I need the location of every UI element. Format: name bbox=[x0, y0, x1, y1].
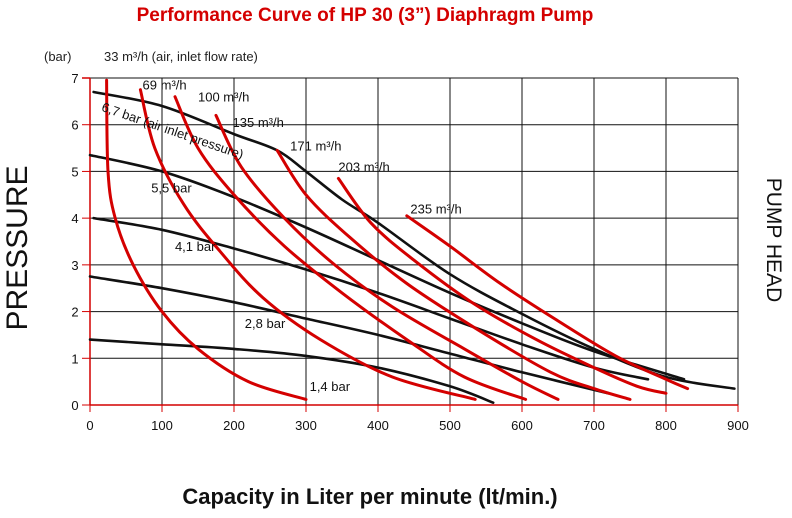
series-33-m-h bbox=[105, 78, 308, 401]
chart-title: Performance Curve of HP 30 (3”) Diaphrag… bbox=[136, 5, 594, 26]
series-235-m-h bbox=[405, 214, 690, 391]
x-tick-label-400: 400 bbox=[367, 418, 389, 433]
x-tick-label-600: 600 bbox=[511, 418, 533, 433]
x-tick-label-200: 200 bbox=[223, 418, 245, 433]
x-tick-label-100: 100 bbox=[151, 418, 173, 433]
y-tick-label-0: 0 bbox=[71, 398, 78, 413]
curve-label-100-m-h: 100 m³/h bbox=[198, 89, 249, 104]
x-tick-label-900: 900 bbox=[727, 418, 749, 433]
series-4-1-bar bbox=[92, 216, 650, 381]
y-tick-label-3: 3 bbox=[71, 258, 78, 273]
series-69-m-h bbox=[138, 88, 477, 401]
grid bbox=[90, 77, 739, 405]
x-tick-label-300: 300 bbox=[295, 418, 317, 433]
y-tick-label-4: 4 bbox=[71, 211, 78, 226]
series-6-7-bar-air-inlet-pressure bbox=[92, 90, 736, 390]
air-flow-note: 33 m³/h (air, inlet flow rate) bbox=[104, 49, 258, 64]
x-tick-label-500: 500 bbox=[439, 418, 461, 433]
series-135-m-h bbox=[214, 113, 560, 401]
y-tick-label-7: 7 bbox=[71, 71, 78, 86]
curve-label-235-m-h: 235 m³/h bbox=[410, 201, 461, 216]
x-axis-title: Capacity in Liter per minute (lt/min.) bbox=[182, 484, 558, 509]
curve-label-1-4-bar: 1,4 bar bbox=[310, 379, 351, 394]
curve-label-203-m-h: 203 m³/h bbox=[338, 159, 389, 174]
y-tick-label-1: 1 bbox=[71, 351, 78, 366]
x-tick-label-800: 800 bbox=[655, 418, 677, 433]
y-tick-label-5: 5 bbox=[71, 164, 78, 179]
curve-label-171-m-h: 171 m³/h bbox=[290, 138, 341, 153]
curves bbox=[88, 78, 736, 404]
series-203-m-h bbox=[336, 176, 668, 395]
curve-label-69-m-h: 69 m³/h bbox=[143, 78, 187, 93]
x-tick-label-0: 0 bbox=[86, 418, 93, 433]
pressure-unit-label: (bar) bbox=[44, 49, 72, 64]
curve-label-135-m-h: 135 m³/h bbox=[233, 115, 284, 130]
x-tick-label-700: 700 bbox=[583, 418, 605, 433]
curve-label-4-1-bar: 4,1 bar bbox=[175, 239, 216, 254]
series-171-m-h bbox=[275, 148, 632, 401]
series-2-8-bar bbox=[88, 275, 610, 395]
curve-label-2-8-bar: 2,8 bar bbox=[245, 316, 286, 331]
series-1-4-bar bbox=[88, 338, 495, 404]
curve-label-5-5-bar: 5,5 bar bbox=[151, 180, 192, 195]
series-100-m-h bbox=[173, 95, 528, 401]
axes: 0 100 200 300 400 500 600 700 800 900 0 1 2 3 4 5 6 7 bbox=[71, 71, 748, 433]
y-tick-label-6: 6 bbox=[71, 118, 78, 133]
y-tick-label-2: 2 bbox=[71, 305, 78, 320]
